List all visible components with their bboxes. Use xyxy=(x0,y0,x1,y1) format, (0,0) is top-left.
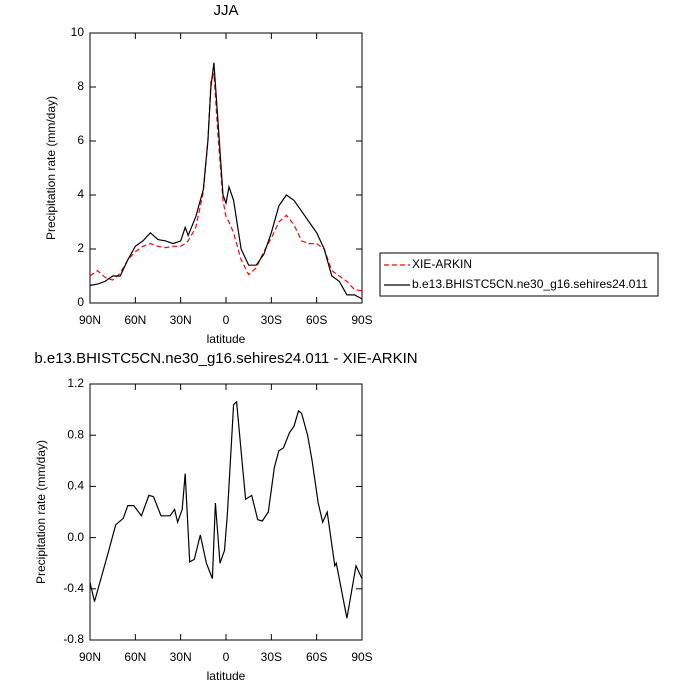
y-tick-label: 0.8 xyxy=(67,427,84,441)
y-tick-label: 8 xyxy=(77,79,84,93)
data-line xyxy=(89,400,363,619)
legend-box xyxy=(379,252,659,297)
y-tick-label: -0.8 xyxy=(63,632,84,646)
legend-label: b.e13.BHISTC5CN.ne30_g16.sehires24.011 xyxy=(412,277,648,291)
x-tick-label: 30N xyxy=(170,313,192,327)
x-tick-label: 90S xyxy=(351,313,372,327)
y-axis-label: Precipitation rate (mm/day) xyxy=(34,440,48,584)
x-tick-label: 60S xyxy=(306,313,327,327)
plot-frame xyxy=(89,32,363,304)
legend-label: XIE-ARKIN xyxy=(412,257,472,271)
plot-frame xyxy=(89,383,363,641)
y-tick-label: 2 xyxy=(77,241,84,255)
x-tick-label: 30N xyxy=(170,650,192,664)
x-tick-label: 30S xyxy=(261,313,282,327)
x-tick-label: 0 xyxy=(223,313,230,327)
x-axis-label: latitude xyxy=(207,332,246,346)
y-tick-label: -0.4 xyxy=(63,581,84,595)
x-tick-label: 60N xyxy=(124,650,146,664)
data-line xyxy=(89,62,363,300)
x-tick-label: 90N xyxy=(79,650,101,664)
y-tick-label: 1.2 xyxy=(67,376,84,390)
y-tick-label: 0 xyxy=(77,295,84,309)
data-line xyxy=(89,73,363,292)
chart-title: b.e13.BHISTC5CN.ne30_g16.sehires24.011 -… xyxy=(34,350,417,367)
y-tick-label: 6 xyxy=(77,133,84,147)
x-tick-label: 90S xyxy=(351,650,372,664)
x-tick-label: 60N xyxy=(124,313,146,327)
x-tick-label: 90N xyxy=(79,313,101,327)
y-tick-label: 4 xyxy=(77,187,84,201)
chart-title: JJA xyxy=(213,2,238,19)
y-tick-label: 10 xyxy=(71,25,85,39)
x-axis-label: latitude xyxy=(207,669,246,683)
x-tick-label: 60S xyxy=(306,650,327,664)
x-tick-label: 0 xyxy=(223,650,230,664)
x-tick-label: 30S xyxy=(261,650,282,664)
y-tick-label: 0.0 xyxy=(67,530,84,544)
y-axis-label: Precipitation rate (mm/day) xyxy=(44,96,58,240)
y-tick-label: 0.4 xyxy=(67,479,84,493)
